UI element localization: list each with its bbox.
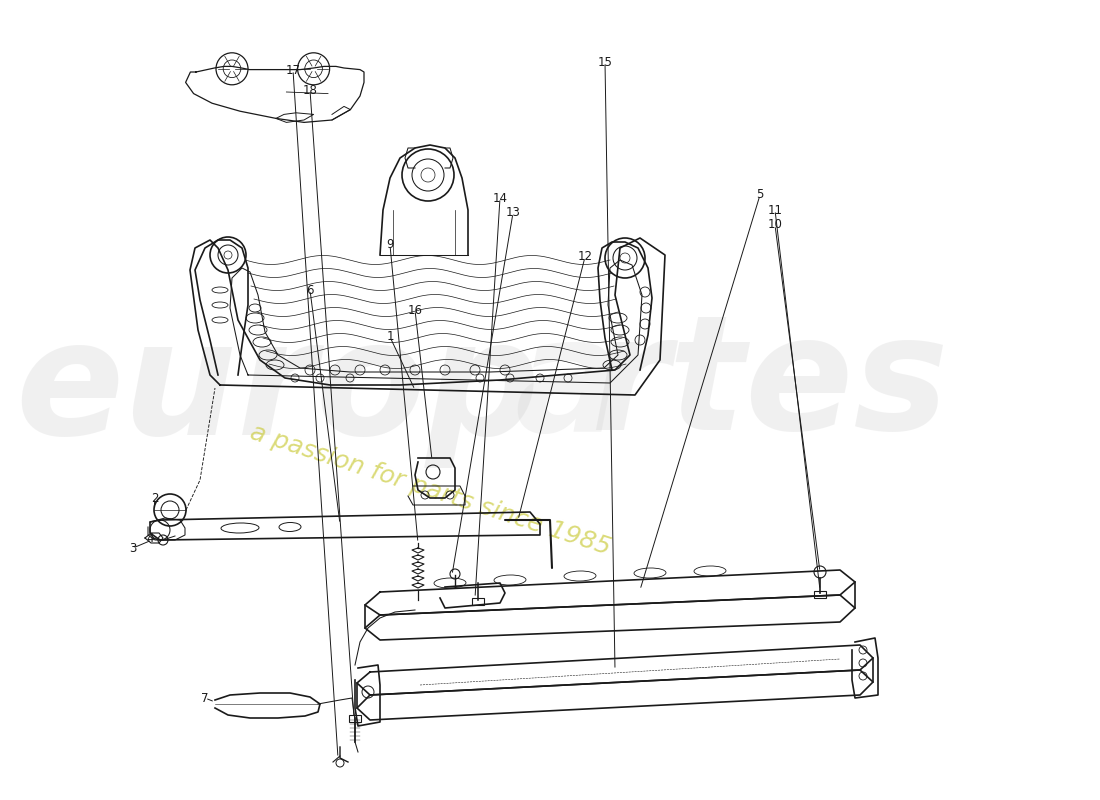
Text: a passion for parts since 1985: a passion for parts since 1985 [246,420,614,560]
Text: 4: 4 [146,531,154,545]
Text: 16: 16 [407,303,422,317]
Text: 13: 13 [506,206,520,219]
Bar [472,598,484,605]
Text: 12: 12 [578,250,593,263]
Text: 3: 3 [130,542,136,554]
Bar [349,715,361,722]
Text: 5: 5 [757,189,763,202]
Text: 11: 11 [768,203,782,217]
Text: 10: 10 [768,218,782,231]
Text: a: a [514,310,622,466]
Text: europ: europ [15,313,540,467]
Bar [814,591,826,598]
Text: 17: 17 [286,63,300,77]
Text: 6: 6 [306,283,313,297]
Text: 1: 1 [386,330,394,343]
Text: 9: 9 [386,238,394,251]
Text: 18: 18 [302,83,318,97]
Text: 2: 2 [152,491,158,505]
Text: 7: 7 [201,691,209,705]
Text: 14: 14 [493,191,507,205]
Text: rtes: rtes [590,307,948,462]
Text: 15: 15 [597,55,613,69]
